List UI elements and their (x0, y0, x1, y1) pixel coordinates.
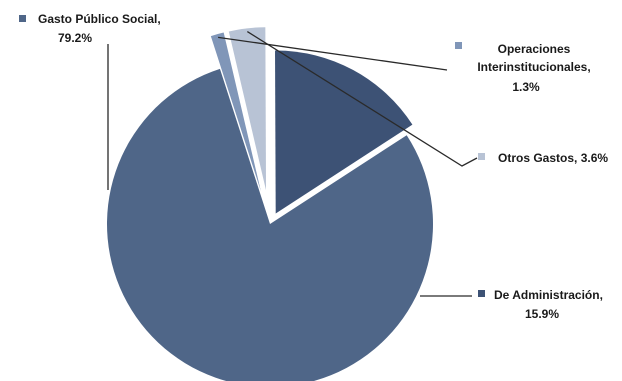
leader-lines (107, 31, 478, 297)
pie-slices (107, 27, 433, 381)
label-gasto-publico-social: Gasto Público Social, 79.2% (19, 12, 161, 45)
slice-label-otros-gastos: Otros Gastos, 3.6% (498, 151, 608, 165)
leader-line-otros-gastos (246, 31, 478, 167)
slice-label-gasto-publico-social: Gasto Público Social, (38, 12, 161, 26)
pie-slice-de-administracion (275, 50, 413, 214)
legend-marker-de-administracion (478, 290, 485, 297)
slice-percent-de-administracion: 15.9% (525, 307, 559, 321)
pie-slice-gasto-publico-social (107, 68, 433, 381)
label-de-administracion: De Administración, 15.9% (478, 288, 603, 321)
pie-slice-operaciones-interinstitucionales (210, 32, 261, 192)
legend-marker-otros-gastos (478, 153, 485, 160)
leader-line-operaciones (218, 36, 448, 71)
slice-label-operaciones-line2: Interinstitucionales, (477, 60, 590, 74)
label-otros-gastos: Otros Gastos, 3.6% (478, 151, 608, 165)
legend-marker-operaciones (455, 42, 462, 49)
pie-slice-otros-gastos (228, 27, 267, 191)
slice-label-operaciones-line1: Operaciones (498, 42, 571, 56)
label-operaciones-interinstitucionales: Operaciones Interinstitucionales, 1.3% (455, 42, 591, 94)
slice-percent-gasto-publico-social: 79.2% (58, 31, 92, 45)
slice-label-de-administracion: De Administración, (494, 288, 603, 302)
legend-marker-gasto-publico-social (19, 15, 26, 22)
slice-percent-operaciones: 1.3% (512, 80, 540, 94)
